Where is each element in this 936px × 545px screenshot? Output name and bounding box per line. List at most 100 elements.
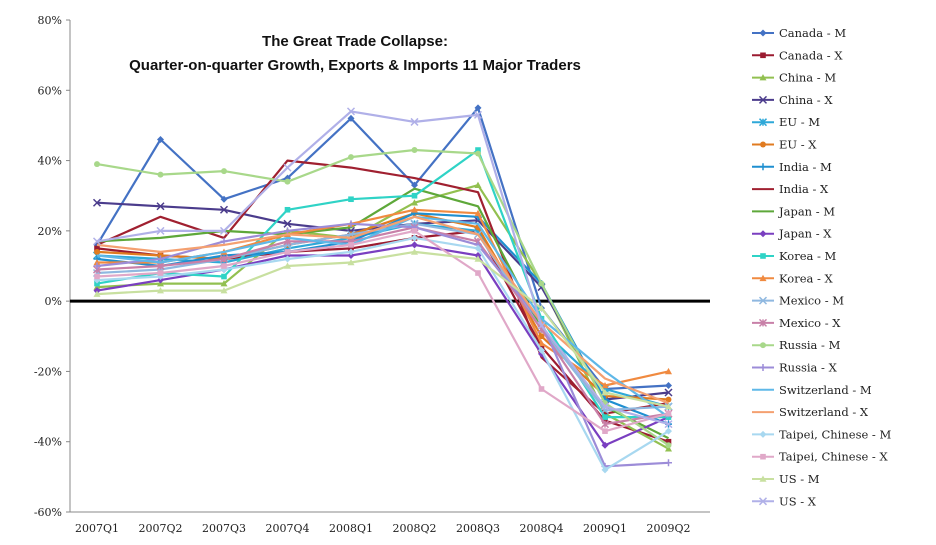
data-point	[475, 147, 481, 153]
data-point	[156, 202, 165, 211]
data-point	[411, 234, 418, 242]
data-point	[538, 339, 545, 347]
data-point	[538, 280, 545, 287]
data-point	[220, 287, 228, 294]
data-point	[284, 206, 291, 213]
data-point	[758, 296, 768, 305]
data-point	[94, 280, 100, 287]
x-tick-label: 2007Q2	[138, 522, 182, 535]
data-point	[410, 117, 419, 126]
legend-item: Japan - M	[752, 204, 835, 218]
x-tick-label: 2008Q4	[519, 522, 563, 535]
data-point	[538, 386, 545, 392]
series-line	[96, 229, 669, 433]
legend-item: Switzerland - M	[752, 383, 872, 397]
data-point	[348, 154, 354, 161]
data-point	[157, 135, 164, 143]
data-point	[156, 261, 165, 271]
data-point	[602, 428, 608, 434]
data-point	[94, 273, 100, 280]
legend-item: EU - X	[752, 138, 817, 152]
legend-label: Mexico - X	[779, 316, 841, 330]
data-point	[347, 251, 355, 259]
data-point	[94, 248, 100, 255]
series-line	[96, 215, 670, 418]
data-point	[601, 381, 609, 389]
x-tick-label: 2007Q4	[265, 522, 309, 535]
x-tick-label: 2008Q3	[456, 522, 500, 535]
data-point	[665, 438, 672, 445]
data-point	[758, 318, 768, 327]
legend-item: China - M	[752, 71, 836, 85]
data-point	[665, 381, 672, 389]
legend-label: Mexico - M	[779, 294, 844, 308]
series-line	[96, 250, 669, 408]
legend-item: Switzerland - X	[752, 405, 869, 419]
data-point	[93, 287, 101, 295]
y-tick-label: -40%	[34, 436, 62, 449]
data-point	[475, 270, 481, 276]
data-point	[157, 287, 164, 294]
x-axis: 2007Q1 2007Q2 2007Q3 2007Q4 2008Q1 2008Q2 2008…	[75, 522, 691, 535]
data-point	[156, 226, 165, 235]
y-tick-label: 60%	[38, 84, 62, 97]
data-point	[665, 442, 672, 449]
series-3	[93, 181, 672, 452]
legend-item: China - X	[752, 93, 833, 107]
data-point	[475, 150, 481, 157]
data-point	[411, 181, 418, 189]
data-point	[758, 118, 768, 127]
data-point	[760, 253, 766, 259]
y-tick-label: -60%	[34, 506, 62, 519]
legend-item: Korea - X	[752, 271, 834, 285]
legend-label: China - M	[779, 71, 836, 85]
legend-item: Mexico - M	[752, 294, 844, 308]
chart-title: The Great Trade Collapse:	[262, 33, 448, 50]
series-21	[93, 248, 672, 410]
data-point	[760, 52, 766, 59]
data-point	[348, 242, 354, 248]
data-point	[473, 110, 483, 119]
legend-item: Russia - M	[752, 338, 841, 352]
data-point	[760, 453, 766, 460]
legend-item: Taipei, Chinese - X	[752, 450, 888, 464]
legend-item: US - X	[752, 494, 817, 508]
data-point	[759, 364, 767, 371]
legend-label: Taipei, Chinese - X	[779, 450, 888, 464]
chart-subtitle: Quarter-on-quarter Growth, Exports & Imp…	[129, 57, 581, 74]
data-point	[474, 251, 482, 259]
legend-label: EU - X	[779, 138, 817, 152]
legend-label: Russia - M	[779, 338, 841, 352]
data-point	[664, 388, 673, 397]
x-tick-label: 2007Q1	[75, 522, 119, 535]
data-point	[759, 74, 767, 81]
data-point	[348, 245, 354, 252]
legend-label: Korea - X	[779, 271, 834, 285]
legend: Canada - M Canada - X China - M China - X EU…	[752, 26, 891, 508]
data-point	[601, 389, 609, 396]
legend-label: US - X	[779, 494, 817, 508]
data-point	[221, 168, 227, 175]
data-point	[411, 241, 418, 249]
data-point	[157, 255, 164, 263]
legend-label: Russia - X	[779, 361, 838, 375]
data-point	[93, 262, 101, 270]
data-point	[93, 290, 101, 297]
data-point	[538, 304, 545, 311]
legend-item: Mexico - X	[752, 316, 841, 330]
legend-item: Canada - M	[752, 26, 846, 40]
data-point	[759, 230, 767, 238]
data-point	[347, 114, 355, 122]
data-point	[220, 280, 228, 287]
y-tick-label: 20%	[38, 225, 62, 238]
data-point	[411, 228, 418, 234]
data-point	[665, 414, 672, 420]
x-tick-label: 2009Q2	[646, 522, 690, 535]
series-20	[94, 228, 672, 434]
legend-label: Japan - M	[778, 204, 835, 218]
x-tick-label: 2007Q3	[202, 522, 246, 535]
data-point	[665, 427, 672, 435]
series-lines	[92, 104, 673, 474]
series-line	[96, 222, 669, 412]
chart-title-group: The Great Trade Collapse: Quarter-on-qua…	[129, 33, 581, 74]
